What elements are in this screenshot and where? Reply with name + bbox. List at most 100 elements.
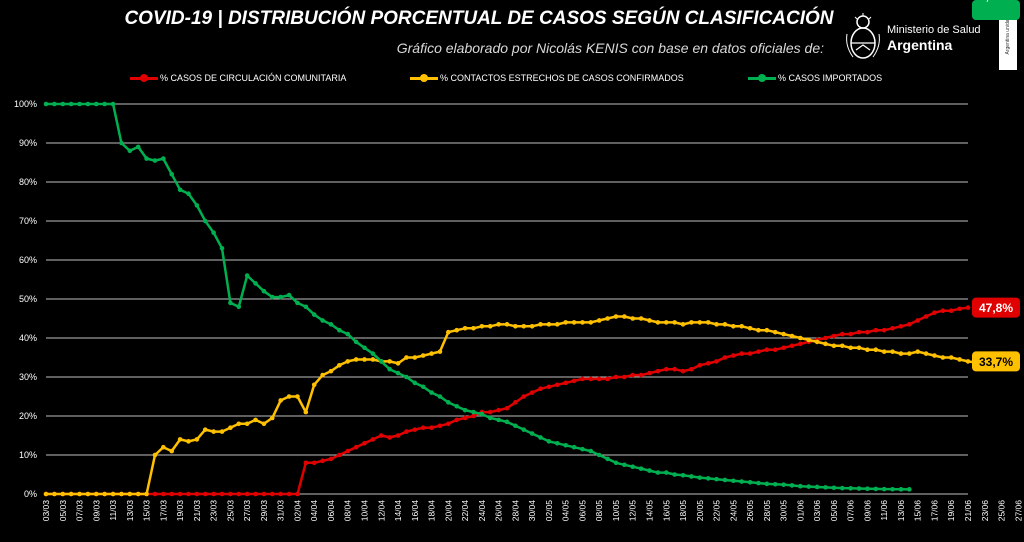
data-point-importados	[43, 101, 49, 107]
data-point-contactos	[865, 347, 870, 353]
x-tick-label: 15/03	[142, 500, 152, 522]
x-tick-label: 27/03	[242, 500, 252, 522]
data-point-comunitaria	[295, 491, 300, 497]
data-point-contactos	[479, 324, 485, 329]
data-point-contactos	[454, 327, 460, 333]
x-tick-label: 20/05	[695, 500, 705, 522]
data-point-contactos	[395, 361, 401, 366]
x-tick-label: 12/05	[628, 500, 638, 522]
data-point-importados	[789, 483, 795, 488]
data-point-contactos	[446, 329, 451, 335]
data-point-contactos	[345, 359, 351, 364]
x-tick-label: 05/03	[58, 500, 68, 522]
data-point-comunitaria	[303, 460, 309, 466]
x-tick-label: 23/06	[980, 500, 990, 522]
data-point-comunitaria	[446, 421, 451, 427]
data-point-comunitaria	[613, 374, 619, 380]
data-point-importados	[605, 456, 610, 462]
data-point-contactos	[772, 329, 778, 335]
data-point-contactos	[295, 394, 300, 399]
data-point-importados	[580, 446, 585, 452]
data-point-comunitaria	[948, 308, 954, 314]
data-point-comunitaria	[823, 335, 828, 341]
x-tick-label: 07/06	[846, 500, 856, 522]
y-tick-label: 100%	[14, 99, 37, 109]
data-point-contactos	[161, 444, 166, 450]
x-tick-label: 08/05	[594, 500, 604, 522]
data-point-contactos	[169, 448, 175, 454]
data-point-importados	[85, 101, 91, 107]
data-point-contactos	[663, 320, 669, 325]
x-tick-label: 19/03	[175, 500, 185, 522]
data-point-importados	[856, 486, 862, 491]
data-point-comunitaria	[647, 370, 652, 376]
data-point-importados	[454, 403, 460, 409]
data-point-importados	[781, 482, 786, 487]
data-point-contactos	[228, 425, 233, 431]
data-point-contactos	[337, 363, 342, 368]
data-point-importados	[311, 312, 317, 317]
data-point-comunitaria	[320, 458, 325, 464]
x-tick-label: 11/06	[879, 500, 889, 521]
x-tick-label: 06/04	[326, 500, 336, 522]
data-point-contactos	[563, 320, 568, 325]
data-point-comunitaria	[571, 378, 577, 384]
data-point-contactos	[487, 324, 493, 329]
legend-swatch-comunitaria	[130, 73, 158, 82]
data-point-comunitaria	[429, 425, 434, 431]
data-point-contactos	[881, 349, 887, 354]
data-point-importados	[437, 394, 443, 399]
data-point-contactos	[320, 372, 325, 378]
data-point-contactos	[135, 491, 141, 497]
end-label-box-importados	[972, 0, 1020, 20]
data-point-importados	[462, 407, 468, 413]
data-point-contactos	[52, 491, 57, 497]
data-point-contactos	[43, 491, 49, 497]
data-point-importados	[806, 484, 812, 489]
legend-swatch-importados	[748, 73, 776, 82]
data-point-importados	[689, 474, 694, 479]
data-point-importados	[370, 351, 376, 356]
x-tick-label: 10/04	[360, 500, 370, 522]
data-point-importados	[244, 273, 250, 278]
data-point-contactos	[672, 320, 677, 325]
data-point-contactos	[638, 316, 644, 321]
data-point-comunitaria	[538, 386, 543, 392]
data-point-contactos	[144, 491, 149, 497]
data-point-contactos	[93, 491, 99, 497]
data-point-importados	[270, 294, 275, 300]
end-label-contactos: 33,7%	[979, 355, 1013, 369]
x-tick-label: 13/03	[125, 500, 135, 522]
series-line-importados	[46, 102, 910, 491]
data-point-comunitaria	[756, 349, 761, 354]
data-point-comunitaria	[772, 347, 778, 353]
data-point-contactos	[85, 491, 91, 497]
data-point-importados	[177, 187, 183, 193]
data-point-contactos	[202, 427, 208, 432]
data-point-comunitaria	[546, 384, 552, 390]
data-point-comunitaria	[387, 435, 392, 440]
x-tick-label: 30/04	[527, 500, 537, 522]
data-point-importados	[571, 444, 577, 450]
data-point-comunitaria	[328, 456, 334, 462]
data-point-importados	[429, 390, 434, 395]
x-tick-label: 26/05	[745, 500, 755, 522]
data-point-importados	[839, 485, 845, 491]
data-point-comunitaria	[655, 368, 661, 374]
data-point-comunitaria	[437, 423, 443, 429]
x-tick-label: 24/05	[728, 500, 738, 522]
data-point-importados	[345, 331, 351, 337]
data-point-importados	[772, 481, 778, 487]
data-point-importados	[823, 485, 828, 490]
data-point-comunitaria	[261, 491, 267, 497]
data-point-comunitaria	[378, 433, 384, 438]
data-point-importados	[756, 480, 761, 486]
data-point-contactos	[437, 349, 443, 354]
data-point-comunitaria	[236, 491, 242, 497]
data-point-comunitaria	[253, 491, 258, 497]
x-tick-label: 09/06	[862, 500, 872, 522]
data-point-comunitaria	[186, 491, 191, 497]
data-point-contactos	[261, 421, 267, 427]
x-tick-label: 05/06	[829, 500, 839, 522]
y-tick-label: 80%	[19, 177, 37, 187]
